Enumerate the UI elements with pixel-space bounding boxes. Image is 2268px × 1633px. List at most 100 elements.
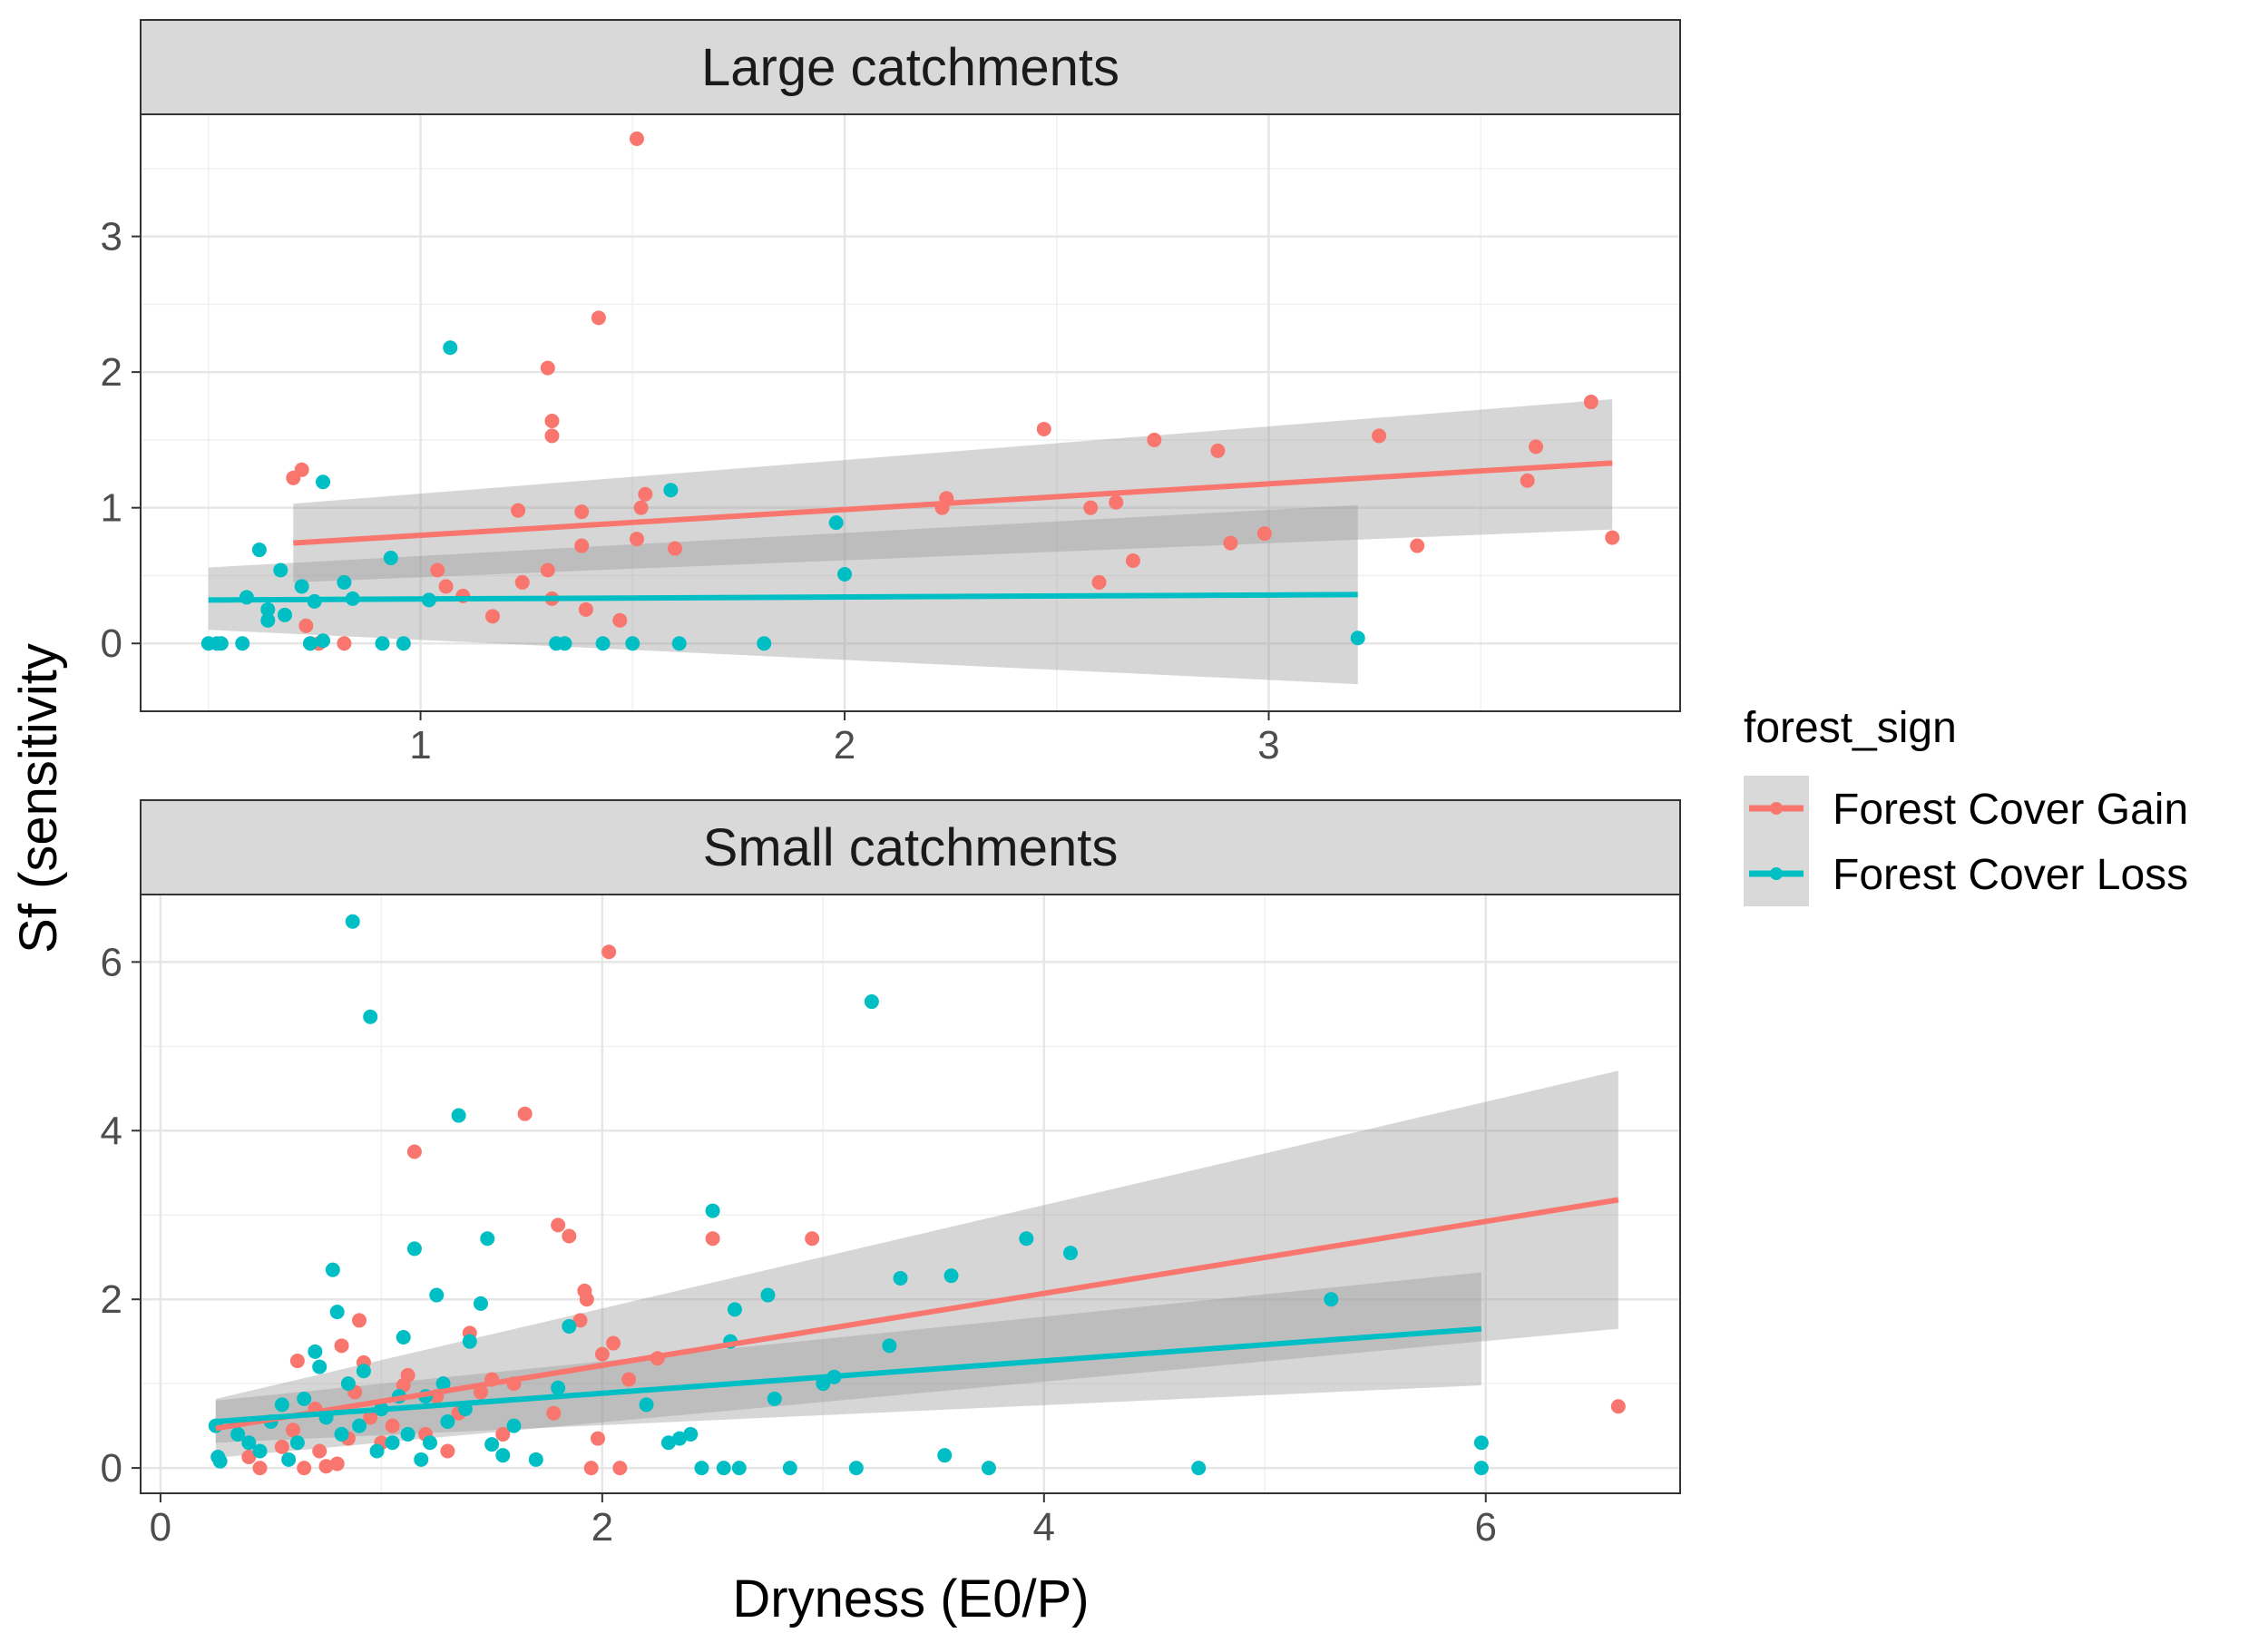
y-tick-label: 6 xyxy=(101,940,122,984)
data-point-loss xyxy=(277,607,292,622)
panel-strip xyxy=(140,19,1681,115)
data-point-loss xyxy=(294,579,309,594)
y-tick-label: 0 xyxy=(101,621,122,666)
data-point-gain xyxy=(298,618,314,633)
data-point-gain xyxy=(544,428,560,444)
data-point-loss xyxy=(302,636,318,651)
data-point-gain xyxy=(572,1313,588,1328)
data-point-gain xyxy=(668,541,683,556)
x-tick-label: 2 xyxy=(591,1505,613,1550)
data-point-gain xyxy=(1223,535,1238,551)
data-point-gain xyxy=(312,1443,327,1459)
data-point-loss xyxy=(937,1448,953,1463)
data-point-loss xyxy=(352,1418,367,1433)
data-point-loss xyxy=(396,1330,411,1345)
data-point-loss xyxy=(727,1302,742,1317)
confidence-band-gain xyxy=(215,1071,1618,1458)
data-point-loss xyxy=(235,636,250,651)
data-point-loss xyxy=(363,1009,378,1024)
data-point-gain xyxy=(289,1354,305,1369)
data-point-loss xyxy=(506,1418,522,1433)
data-point-loss xyxy=(981,1461,996,1476)
data-point-loss xyxy=(731,1461,747,1476)
data-point-loss xyxy=(252,1443,268,1459)
data-point-gain xyxy=(551,1217,566,1233)
data-point-loss xyxy=(414,1452,429,1467)
data-point-gain xyxy=(612,612,628,628)
data-point-gain xyxy=(546,1405,562,1421)
data-point-loss xyxy=(660,1435,676,1451)
data-point-loss xyxy=(400,1426,415,1442)
data-point-loss xyxy=(473,1296,488,1311)
data-point-gain xyxy=(252,1461,268,1476)
data-point-gain xyxy=(612,1461,628,1476)
data-point-loss xyxy=(312,1359,327,1374)
data-point-loss xyxy=(260,612,276,628)
data-point-loss xyxy=(848,1461,864,1476)
data-point-loss xyxy=(893,1270,908,1286)
data-point-loss xyxy=(316,633,331,649)
data-point-gain xyxy=(1109,494,1124,510)
data-point-loss xyxy=(406,1241,422,1257)
data-point-gain xyxy=(241,1450,257,1465)
legend-entry-loss: Forest Cover Loss xyxy=(1744,841,2188,906)
data-point-loss xyxy=(443,340,458,356)
data-point-loss xyxy=(837,566,853,582)
data-point-loss xyxy=(462,1334,477,1349)
data-point-loss xyxy=(289,1435,305,1451)
data-point-loss xyxy=(480,1231,495,1247)
data-point-loss xyxy=(375,636,390,651)
data-point-gain xyxy=(633,500,649,515)
trend-line-loss xyxy=(215,1325,1482,1424)
data-point-gain xyxy=(294,462,309,477)
data-point-loss xyxy=(595,636,611,651)
data-point-loss xyxy=(1063,1246,1079,1261)
data-point-gain xyxy=(495,1426,511,1442)
data-point-loss xyxy=(385,1435,400,1451)
x-tick-label: 1 xyxy=(409,723,431,768)
x-tick-label: 6 xyxy=(1475,1505,1497,1550)
trend-line-gain xyxy=(293,460,1613,546)
legend: forest_sign Forest Cover Gain Forest Cov… xyxy=(1744,704,2188,906)
data-point-gain xyxy=(1529,439,1544,455)
data-point-gain xyxy=(638,486,653,502)
legend-key-loss-point xyxy=(1770,867,1783,880)
data-point-gain xyxy=(805,1231,820,1247)
data-point-loss xyxy=(260,601,276,617)
data-point-loss xyxy=(297,1391,312,1406)
data-point-loss xyxy=(329,1305,345,1320)
y-tick-label: 2 xyxy=(101,1277,122,1322)
data-point-gain xyxy=(517,1106,533,1121)
data-point-gain xyxy=(438,579,454,594)
data-point-loss xyxy=(369,1443,385,1459)
panel-title: Large catchments xyxy=(701,38,1119,97)
data-point-loss xyxy=(557,636,572,651)
data-point-loss xyxy=(325,1262,340,1277)
data-point-gain xyxy=(1372,428,1387,444)
data-point-gain xyxy=(337,636,352,651)
data-point-gain xyxy=(440,1443,455,1459)
data-point-gain xyxy=(544,413,560,428)
data-point-loss xyxy=(440,1413,455,1429)
data-point-loss xyxy=(828,515,844,531)
panel-border xyxy=(140,894,1681,1494)
data-point-gain xyxy=(363,1410,378,1425)
y-tick-label: 3 xyxy=(101,215,122,259)
y-tick-label: 4 xyxy=(101,1109,122,1153)
data-point-gain xyxy=(583,1461,599,1476)
legend-label-gain: Forest Cover Gain xyxy=(1833,786,2188,834)
data-point-gain xyxy=(705,1231,720,1247)
data-point-gain xyxy=(1210,443,1226,458)
data-point-gain xyxy=(406,1144,422,1159)
data-point-loss xyxy=(864,994,879,1010)
data-point-loss xyxy=(672,1431,688,1446)
data-point-gain xyxy=(1147,432,1162,447)
x-tick-label: 4 xyxy=(1033,1505,1055,1550)
plot-area xyxy=(200,131,1620,685)
x-axis-title: Dryness (E0/P) xyxy=(732,1569,1089,1628)
legend-key-gain-point xyxy=(1770,802,1783,815)
data-point-gain xyxy=(591,310,606,326)
panels-layer: Large catchments 1 2 3 0 1 2 3 Small catchments 0… xyxy=(101,19,1681,1550)
data-point-loss xyxy=(383,551,398,566)
